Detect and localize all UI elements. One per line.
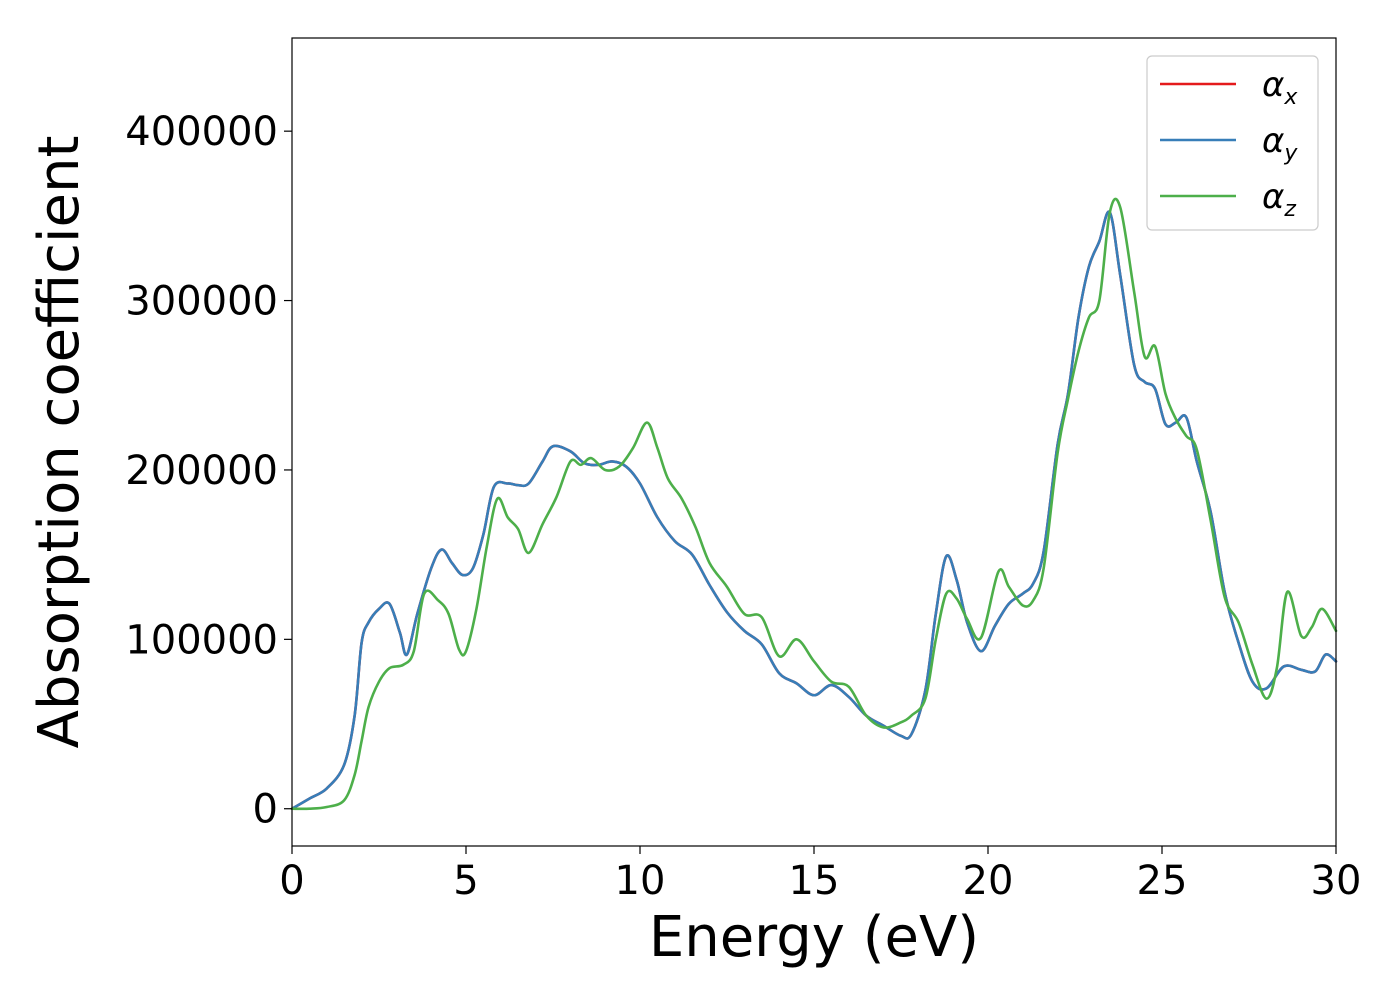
x-axis-label: Energy (eV)	[649, 905, 979, 970]
x-tick-label: 30	[1311, 858, 1362, 904]
y-tick-label: 200000	[125, 448, 278, 494]
legend-label-base: α	[1262, 177, 1284, 217]
y-tick-label: 100000	[125, 617, 278, 663]
legend-label-base: α	[1262, 121, 1284, 161]
x-tick-label: 15	[789, 858, 840, 904]
y-tick-label: 400000	[125, 109, 278, 155]
legend-label-subscript: y	[1283, 141, 1298, 166]
x-tick-label: 5	[453, 858, 478, 904]
legend-label-base: α	[1262, 65, 1284, 105]
y-tick-label: 0	[253, 787, 278, 833]
series-lines	[290, 197, 1338, 811]
y-tick-label: 300000	[125, 279, 278, 325]
x-tick-label: 0	[279, 858, 304, 904]
x-tick-label: 20	[963, 858, 1014, 904]
x-tick-label: 10	[615, 858, 666, 904]
x-tick-label: 25	[1137, 858, 1188, 904]
legend-label-y: αy	[1262, 121, 1298, 166]
legend-box	[1146, 55, 1319, 231]
y-axis-label: Absorption coefficient	[27, 136, 92, 749]
series-line-z	[290, 197, 1338, 811]
legend-label-z: αz	[1262, 177, 1296, 222]
axis-ticks: 0 5 10 15 20 25 30 0 100000 200000 300000 400000	[125, 109, 1361, 904]
legend-label-subscript: x	[1283, 85, 1298, 110]
legend-label-subscript: z	[1283, 197, 1296, 222]
series-line-y	[290, 210, 1338, 811]
legend-label-x: αx	[1262, 65, 1298, 110]
